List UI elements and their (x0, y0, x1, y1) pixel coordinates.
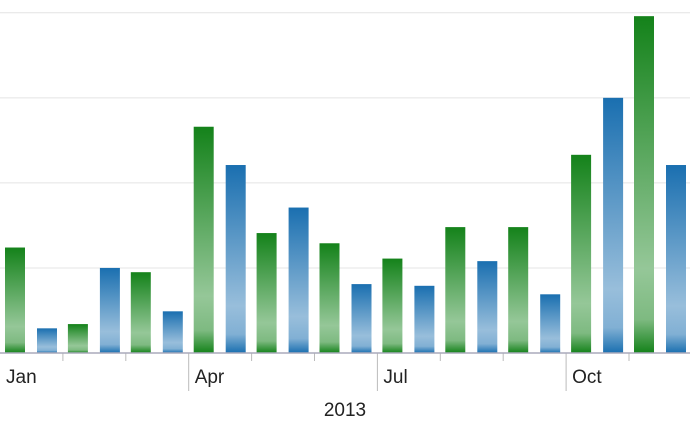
bar (508, 227, 529, 353)
bar (99, 267, 120, 353)
bar (445, 227, 466, 353)
bar (225, 165, 246, 353)
bar (67, 324, 88, 353)
bar (477, 261, 498, 353)
bar (130, 272, 151, 353)
x-tick-label: Jul (383, 367, 407, 388)
bar (5, 247, 25, 353)
bar (540, 294, 561, 353)
bar (37, 328, 57, 353)
bar (382, 258, 403, 353)
x-axis-label: 2013 (324, 400, 366, 421)
bar (162, 311, 183, 353)
bar (319, 243, 340, 353)
x-tick-label: Oct (572, 367, 602, 388)
bar (256, 233, 277, 353)
x-tick-label: Apr (195, 367, 225, 388)
bar (414, 285, 435, 353)
bar (666, 165, 686, 353)
bar (288, 207, 309, 353)
bar (351, 284, 372, 353)
bar (603, 97, 624, 353)
bar (634, 16, 654, 354)
bar (193, 126, 214, 353)
bar (571, 154, 592, 353)
x-tick-label: Jan (6, 367, 37, 388)
